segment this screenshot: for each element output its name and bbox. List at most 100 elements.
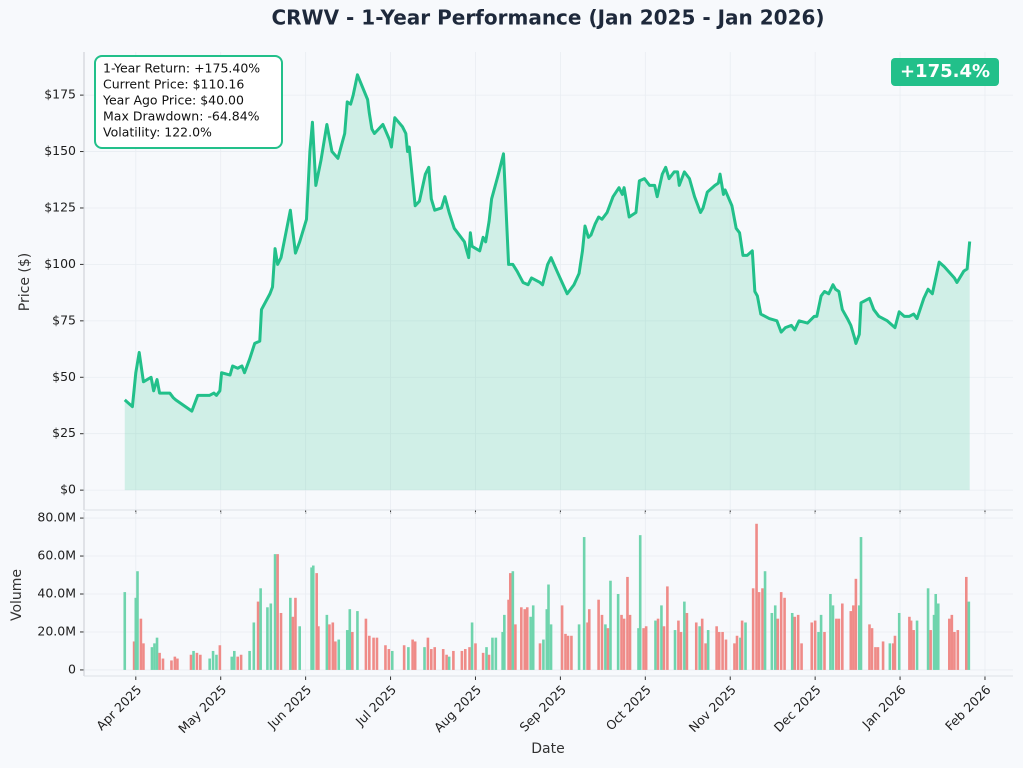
stats-box bbox=[94, 55, 283, 149]
volume-bar bbox=[276, 554, 279, 670]
volume-bar bbox=[859, 537, 863, 670]
volume-bar bbox=[704, 643, 707, 670]
volume-bar bbox=[189, 654, 193, 670]
volume-bar bbox=[269, 603, 273, 670]
volume-bar bbox=[337, 639, 341, 670]
volume-bar bbox=[170, 660, 173, 670]
volume-bar bbox=[474, 643, 477, 670]
volume-bar bbox=[545, 609, 549, 670]
badge-text: +175.4% bbox=[900, 61, 990, 82]
volume-bar bbox=[604, 624, 607, 670]
volume-bar bbox=[503, 614, 506, 670]
volume-bar bbox=[364, 618, 368, 670]
volume-bar bbox=[626, 576, 629, 670]
volume-bar bbox=[909, 620, 913, 670]
volume-bar bbox=[932, 614, 936, 670]
volume-bar bbox=[311, 565, 315, 670]
volume-bar bbox=[908, 616, 911, 670]
volume-bar bbox=[538, 643, 542, 670]
volume-bar bbox=[783, 597, 786, 670]
volume-bar bbox=[325, 614, 329, 670]
volume-bar bbox=[915, 620, 919, 670]
volume-bar bbox=[717, 631, 721, 670]
volume-bar bbox=[215, 654, 218, 670]
volume-bar bbox=[597, 599, 600, 670]
volume-bar bbox=[331, 622, 335, 670]
volume-bar bbox=[315, 573, 318, 670]
volume-bar bbox=[779, 592, 783, 670]
volume-bar bbox=[514, 624, 517, 670]
volume-bar bbox=[351, 631, 354, 670]
volume-bar bbox=[294, 597, 297, 670]
y-tick-label: 60.0M bbox=[37, 548, 76, 563]
y-tick-label: $100 bbox=[44, 256, 76, 271]
volume-bar bbox=[487, 654, 491, 670]
volume-bar bbox=[481, 652, 485, 670]
volume-bar bbox=[620, 614, 623, 670]
volume-bar bbox=[857, 605, 861, 670]
volume-bar bbox=[208, 658, 211, 670]
volume-bar bbox=[192, 650, 195, 670]
volume-bar bbox=[776, 618, 780, 670]
volume-bar bbox=[586, 622, 589, 670]
volume-bar bbox=[402, 645, 406, 670]
volume-bar bbox=[600, 614, 604, 670]
volume-bar bbox=[233, 650, 236, 670]
volume-bar bbox=[638, 535, 642, 670]
volume-bar bbox=[964, 576, 968, 670]
volume-bar bbox=[501, 631, 504, 670]
volume-bar bbox=[735, 635, 739, 670]
volume-bar bbox=[926, 588, 930, 670]
volume-bar bbox=[368, 635, 371, 670]
volume-bar bbox=[259, 588, 262, 670]
volume-bar bbox=[849, 611, 853, 670]
volume-bar bbox=[874, 647, 877, 670]
volume-bar bbox=[656, 618, 660, 670]
volume-bar bbox=[694, 622, 698, 670]
volume-bar bbox=[577, 624, 581, 670]
volume-bar bbox=[810, 622, 814, 670]
volume-bar bbox=[390, 650, 394, 670]
stats-line: Current Price: $110.16 bbox=[103, 77, 244, 92]
volume-bar bbox=[356, 611, 359, 670]
volume-bar bbox=[547, 584, 550, 670]
volume-bar bbox=[511, 571, 515, 670]
volume-bar bbox=[520, 607, 523, 670]
volume-bar bbox=[153, 643, 156, 670]
volume-bar bbox=[888, 643, 892, 670]
volume-bar bbox=[423, 647, 426, 670]
volume-bar bbox=[158, 652, 161, 670]
x-axis-label: Date bbox=[531, 741, 564, 757]
y-axis-label: Price ($) bbox=[17, 253, 33, 311]
volume-bar bbox=[142, 643, 145, 670]
volume-bar bbox=[912, 630, 915, 670]
volume-bar bbox=[256, 601, 260, 670]
volume-bar bbox=[317, 626, 320, 670]
y-tick-label: $50 bbox=[52, 369, 76, 384]
volume-bar bbox=[715, 626, 718, 670]
volume-bar bbox=[739, 637, 742, 670]
volume-bar bbox=[897, 612, 901, 670]
volume-bar bbox=[132, 641, 136, 670]
volume-bar bbox=[531, 605, 535, 670]
volume-bar bbox=[334, 641, 337, 670]
y-tick-label: 80.0M bbox=[37, 510, 76, 525]
volume-bar bbox=[587, 609, 591, 670]
volume-bar bbox=[211, 650, 215, 670]
volume-bar bbox=[934, 594, 938, 670]
volume-bar bbox=[564, 633, 567, 670]
volume-bar bbox=[893, 635, 897, 670]
volume-bar bbox=[348, 609, 352, 670]
volume-bar bbox=[876, 647, 880, 670]
volume-bar bbox=[542, 639, 545, 670]
volume-bar bbox=[773, 605, 777, 670]
volume-bar bbox=[953, 631, 956, 670]
volume-bar bbox=[236, 656, 240, 670]
volume-bar bbox=[549, 624, 553, 670]
volume-bar bbox=[426, 637, 430, 670]
volume-bar bbox=[606, 628, 610, 670]
volume-bar bbox=[637, 628, 640, 670]
volume-bar bbox=[523, 609, 527, 670]
volume-bar bbox=[673, 630, 677, 670]
